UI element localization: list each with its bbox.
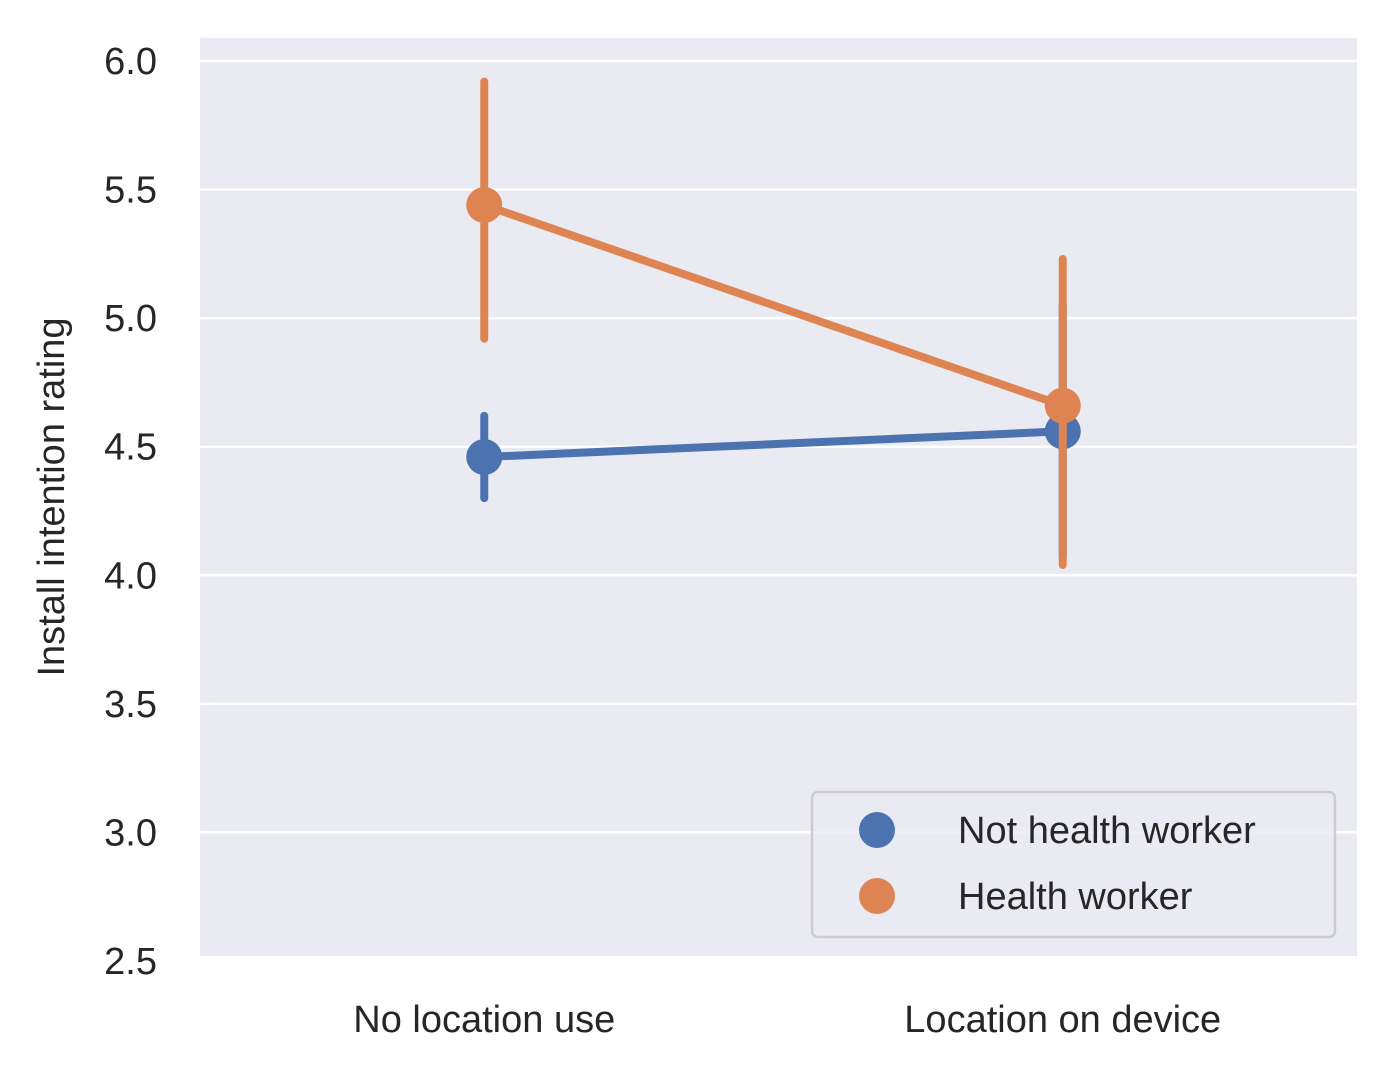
grid-lines (200, 59, 1357, 834)
data-point (1044, 387, 1081, 424)
series-health-worker (466, 77, 1081, 569)
x-tick-labels: No location use Location on device (353, 999, 1221, 1041)
legend: Not health worker Health worker (810, 790, 1337, 939)
series-line (480, 201, 1067, 410)
y-tick-label: 3.0 (104, 812, 157, 854)
y-tick-label: 2.5 (104, 941, 157, 983)
x-tick-label: No location use (353, 999, 615, 1041)
legend-label: Health worker (958, 876, 1193, 918)
y-tick-label: 3.5 (104, 684, 157, 726)
data-point (466, 187, 503, 223)
y-tick-label: 4.5 (104, 427, 157, 469)
y-tick-labels: 2.5 3.0 3.5 4.0 4.5 5.0 5.5 6.0 (104, 41, 157, 983)
y-tick-label: 4.0 (104, 555, 157, 597)
legend-box (810, 790, 1337, 939)
legend-label: Not health worker (958, 810, 1256, 852)
legend-marker (859, 878, 895, 914)
y-tick-label: 5.0 (104, 298, 157, 340)
y-tick-label: 5.5 (104, 170, 157, 212)
x-tick-label: Location on device (904, 999, 1221, 1041)
legend-marker (859, 812, 895, 848)
y-axis-label: Install intention rating (31, 317, 73, 676)
series (466, 77, 1081, 569)
data-point (466, 439, 503, 475)
y-tick-label: 6.0 (104, 41, 157, 83)
series-line (480, 427, 1067, 461)
